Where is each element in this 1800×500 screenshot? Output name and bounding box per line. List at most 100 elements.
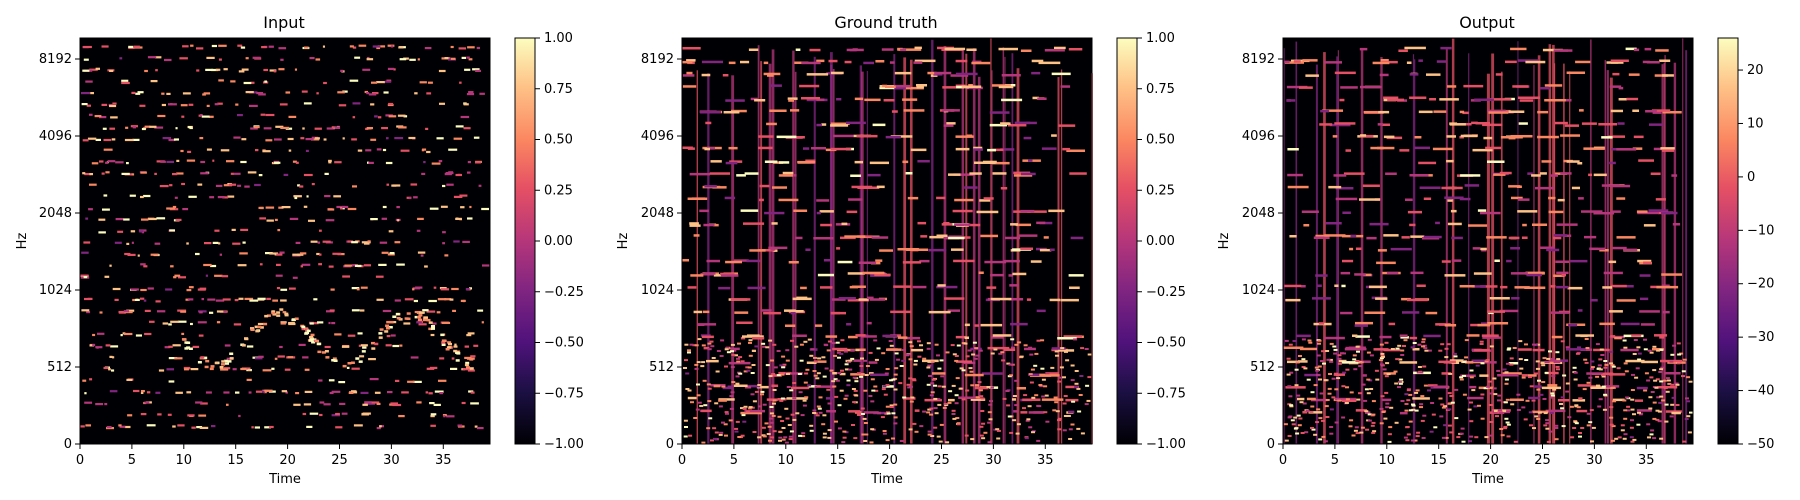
spectrogram-bin bbox=[1544, 84, 1563, 87]
spectrogram-bin bbox=[1616, 236, 1636, 239]
spectrogram-bin bbox=[1622, 437, 1627, 440]
spectrogram-bin bbox=[292, 253, 300, 256]
spectrogram-bin bbox=[468, 91, 474, 94]
spectrogram-bin bbox=[129, 194, 136, 197]
spectrogram-bin bbox=[364, 401, 372, 404]
spectrogram-bin bbox=[1049, 298, 1061, 302]
spectrogram-bin bbox=[1405, 198, 1413, 201]
spectrogram-bin bbox=[199, 426, 209, 429]
spectrogram-bin bbox=[1076, 387, 1081, 390]
spectrogram-bin bbox=[1659, 348, 1664, 351]
spectrogram-streak bbox=[1323, 52, 1326, 444]
spectrogram-bin bbox=[1577, 346, 1581, 349]
spectrogram-bin bbox=[450, 57, 456, 60]
spectrogram-streak bbox=[1563, 63, 1565, 444]
spectrogram-bin bbox=[1655, 409, 1660, 412]
spectrogram-bin bbox=[1036, 221, 1046, 225]
spectrogram-bin bbox=[366, 127, 373, 130]
spectrogram-bin bbox=[1504, 371, 1509, 374]
spectrogram-bin bbox=[882, 430, 887, 432]
spectrogram-bin bbox=[1355, 335, 1370, 338]
spectrogram-bin bbox=[1062, 402, 1067, 405]
spectrogram-bin bbox=[368, 161, 374, 164]
spectrogram-bin bbox=[1375, 297, 1388, 300]
spectrogram-bin bbox=[1462, 111, 1469, 115]
spectrogram-bin bbox=[832, 385, 837, 388]
spectrogram-bin bbox=[465, 361, 470, 365]
spectrogram-bin bbox=[263, 68, 268, 72]
spectrogram-bin bbox=[1417, 343, 1422, 346]
spectrogram-bin bbox=[803, 381, 808, 384]
spectrogram-bin bbox=[1084, 403, 1089, 406]
spectrogram-bin bbox=[894, 87, 906, 90]
spectrogram-bin bbox=[294, 68, 297, 71]
spectrogram-bin bbox=[891, 412, 896, 415]
spectrogram-bin bbox=[1601, 374, 1605, 376]
spectrogram-bin bbox=[1519, 99, 1533, 102]
spectrogram-bin bbox=[1366, 236, 1377, 240]
spectrogram-bin bbox=[1509, 363, 1514, 366]
spectrogram-bin bbox=[738, 372, 743, 375]
spectrogram-bin bbox=[259, 326, 264, 329]
spectrogram-bin bbox=[387, 391, 393, 394]
spectrogram-bin bbox=[386, 320, 391, 324]
spectrogram-bin bbox=[922, 359, 939, 363]
spectrogram-bin bbox=[455, 173, 462, 177]
spectrogram-bin bbox=[187, 414, 195, 417]
colorbar-tick-label: 0 bbox=[1747, 170, 1755, 185]
spectrogram-bin bbox=[351, 138, 357, 141]
spectrogram-bin bbox=[135, 334, 142, 337]
spectrogram-bin bbox=[1565, 382, 1570, 385]
spectrogram-bin bbox=[1010, 322, 1028, 326]
spectrogram-bin bbox=[881, 48, 894, 51]
spectrogram-bin bbox=[1625, 359, 1645, 363]
panel-output: Output 0 5 10 15 20 25 30 35 051210242048409681… bbox=[1217, 13, 1774, 487]
x-tick-label: 25 bbox=[933, 453, 950, 468]
spectrogram-bin bbox=[358, 344, 362, 347]
spectrogram-bin bbox=[909, 400, 914, 403]
spectrogram-bin bbox=[933, 397, 938, 400]
spectrogram-bin bbox=[342, 364, 347, 368]
spectrogram-bin bbox=[907, 386, 912, 389]
spectrogram-bin bbox=[223, 359, 228, 363]
spectrogram-bin bbox=[707, 348, 712, 351]
spectrogram-bin bbox=[1427, 349, 1432, 352]
spectrogram-bin bbox=[1497, 394, 1502, 397]
spectrogram-bin bbox=[1367, 413, 1372, 416]
spectrogram-bin bbox=[1012, 398, 1016, 401]
spectrogram-bin bbox=[406, 317, 411, 320]
spectrogram-bin bbox=[466, 366, 470, 369]
spectrogram-bin bbox=[1387, 440, 1392, 443]
spectrogram-bin bbox=[1546, 440, 1551, 443]
spectrogram-bin bbox=[745, 384, 761, 388]
spectrogram-streak bbox=[1468, 53, 1470, 445]
spectrogram-bin bbox=[1573, 421, 1578, 423]
spectrogram-bin bbox=[377, 116, 382, 119]
spectrogram-bin bbox=[1510, 272, 1528, 275]
spectrogram-bin bbox=[893, 373, 898, 376]
spectrogram-bin bbox=[1590, 299, 1598, 302]
spectrogram-bin bbox=[1600, 354, 1605, 356]
spectrogram-bin bbox=[1319, 392, 1324, 395]
x-tick-label: 15 bbox=[829, 453, 846, 468]
spectrogram-bin bbox=[1366, 378, 1371, 381]
spectrogram-bin bbox=[909, 345, 914, 348]
spectrogram-bin bbox=[1404, 46, 1426, 50]
spectrogram-bin bbox=[386, 335, 391, 338]
spectrogram-bin bbox=[718, 433, 723, 436]
spectrogram-bin bbox=[409, 58, 416, 61]
spectrogram-bin bbox=[214, 361, 219, 365]
spectrogram-bin bbox=[893, 285, 911, 288]
spectrogram-bin bbox=[1655, 378, 1660, 381]
spectrogram-bin bbox=[1320, 419, 1325, 422]
spectrogram-bin bbox=[1469, 420, 1474, 423]
spectrogram-bin bbox=[1284, 284, 1302, 288]
spectrogram-bin bbox=[341, 345, 350, 348]
spectrogram-bin bbox=[868, 395, 873, 397]
spectrogram-bin bbox=[1650, 391, 1655, 393]
spectrogram-bin bbox=[188, 103, 194, 106]
spectrogram-bin bbox=[416, 321, 422, 324]
spectrogram-bin bbox=[466, 334, 472, 337]
spectrogram-bin bbox=[886, 412, 891, 415]
spectrogram-bin bbox=[379, 328, 384, 331]
